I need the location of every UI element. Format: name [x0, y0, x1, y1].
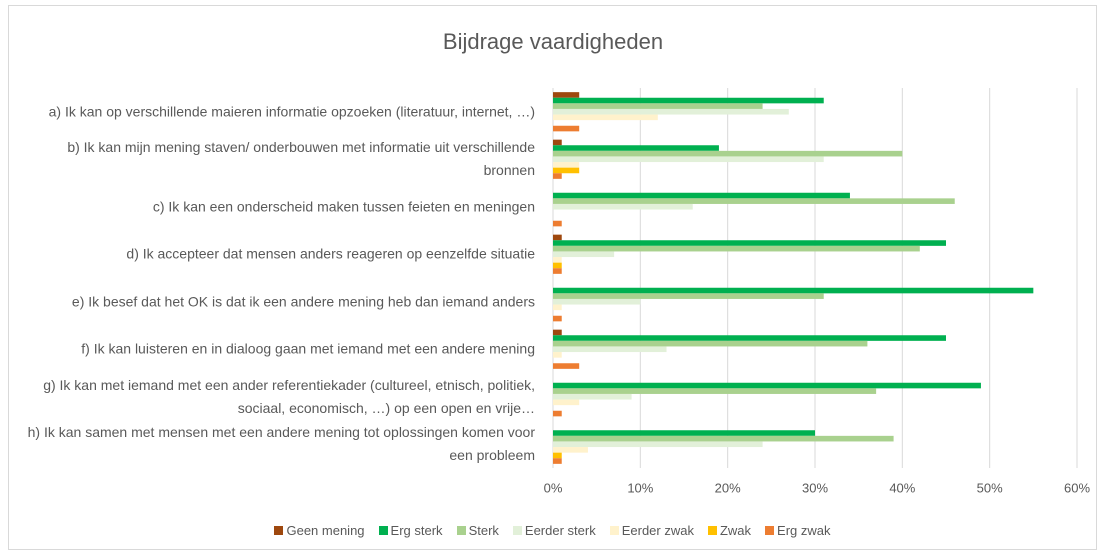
bar — [553, 92, 580, 98]
bar — [553, 108, 789, 115]
bar — [553, 335, 946, 341]
legend-label: Zwak — [719, 523, 752, 538]
bar — [553, 441, 763, 448]
category-label: d) Ik accepteer dat mensen anders reager… — [126, 245, 535, 262]
bar — [553, 139, 562, 146]
category-label: a) Ik kan op verschillende maieren infor… — [48, 103, 535, 120]
legend-item: Zwak — [707, 523, 752, 538]
legend-item: Erg zwak — [765, 523, 831, 538]
bar — [553, 162, 580, 168]
bar — [553, 293, 824, 299]
bar — [553, 145, 719, 151]
legend-swatch — [707, 526, 717, 535]
bar — [553, 173, 562, 179]
bar — [553, 352, 562, 358]
category-label: h) Ik kan samen met mensen met een ander… — [27, 424, 535, 464]
legend-item: Geen mening — [274, 523, 365, 538]
bar — [553, 97, 824, 104]
bar — [553, 240, 946, 246]
legend-swatch — [609, 526, 619, 535]
legend-label: Sterk — [468, 523, 499, 538]
bar — [553, 430, 815, 436]
bar — [553, 382, 981, 389]
x-tick-label: 60% — [1064, 480, 1090, 495]
bar — [553, 251, 615, 258]
legend-item: Eerder zwak — [609, 523, 694, 538]
bar — [553, 315, 562, 322]
legend-swatch — [456, 526, 466, 535]
bar — [553, 198, 955, 204]
bar — [553, 220, 562, 227]
x-tick-label: 10% — [627, 480, 653, 495]
legend: Geen mening Erg sterk Sterk Eerder sterk Eer… — [0, 523, 1105, 538]
x-tick-label: 40% — [889, 480, 915, 495]
legend-item: Eerder sterk — [512, 523, 596, 538]
legend-swatch — [512, 526, 522, 535]
category-label: c) Ik kan een onderscheid maken tussen f… — [152, 198, 535, 215]
bar — [553, 410, 562, 417]
legend-label: Eerder sterk — [524, 523, 596, 538]
bar — [553, 156, 824, 163]
bar — [553, 167, 580, 174]
bar — [553, 257, 562, 263]
legend-swatch — [765, 526, 775, 535]
legend-swatch — [274, 526, 284, 535]
bar — [553, 458, 562, 464]
bar — [553, 125, 580, 132]
category-label: e) Ik besef dat het OK is dat ik een and… — [71, 293, 535, 310]
bar — [553, 452, 562, 459]
bar — [553, 304, 562, 311]
bar — [553, 203, 693, 210]
legend-swatch — [378, 526, 388, 535]
bar — [553, 114, 658, 121]
bar — [553, 363, 580, 369]
bar — [553, 329, 562, 336]
bar — [553, 393, 632, 400]
bar — [553, 435, 894, 442]
x-tick-label: 20% — [715, 480, 741, 495]
bar — [553, 245, 920, 252]
bar — [553, 150, 903, 157]
bar — [553, 298, 641, 305]
bar — [553, 268, 562, 274]
x-tick-label: 0% — [544, 480, 563, 495]
x-tick-label: 30% — [802, 480, 828, 495]
bar — [553, 262, 562, 269]
category-label: f) Ik kan luisteren en in dialoog gaan m… — [81, 340, 535, 357]
chart-title: Bijdrage vaardigheden — [443, 29, 663, 54]
bar — [553, 340, 868, 347]
bar — [553, 447, 588, 453]
legend-item: Sterk — [456, 523, 499, 538]
category-label: g) Ik kan met iemand met een ander refer… — [43, 376, 535, 416]
legend-label: Erg sterk — [390, 523, 443, 538]
category-label: b) Ik kan mijn mening staven/ onderbouwe… — [67, 139, 535, 179]
legend-item: Erg sterk — [378, 523, 443, 538]
bar — [553, 399, 580, 406]
legend-label: Geen mening — [286, 523, 365, 538]
bar — [553, 287, 1034, 294]
bar — [553, 346, 667, 353]
bar — [553, 103, 763, 109]
legend-label: Erg zwak — [777, 523, 831, 538]
legend-label: Eerder zwak — [621, 523, 694, 538]
bar — [553, 388, 877, 394]
x-tick-label: 50% — [977, 480, 1003, 495]
bar — [553, 192, 850, 199]
bar — [553, 234, 562, 241]
